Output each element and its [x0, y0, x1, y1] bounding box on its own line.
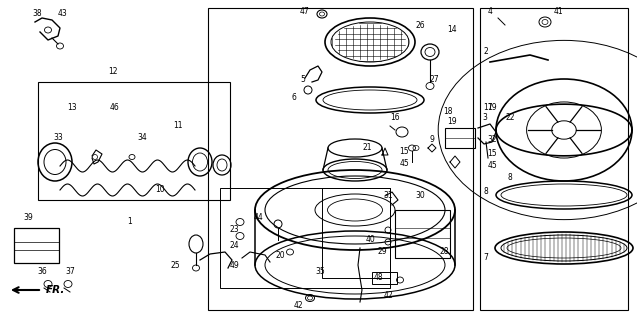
Bar — [372, 272, 397, 284]
Text: 11: 11 — [173, 121, 183, 130]
Bar — [395, 210, 450, 258]
Text: 30: 30 — [415, 191, 425, 201]
Text: 10: 10 — [155, 186, 165, 195]
Text: 33: 33 — [53, 133, 63, 142]
Text: 42: 42 — [383, 291, 393, 300]
Bar — [480, 8, 628, 310]
Text: 43: 43 — [57, 10, 67, 19]
Text: 24: 24 — [229, 242, 239, 251]
Text: 20: 20 — [275, 251, 285, 260]
Text: 21: 21 — [362, 143, 372, 153]
Text: 36: 36 — [37, 268, 47, 276]
Text: 3: 3 — [483, 114, 487, 123]
Text: 41: 41 — [553, 7, 563, 17]
Text: 48: 48 — [373, 274, 383, 283]
Text: 31: 31 — [383, 191, 393, 201]
Text: 29: 29 — [377, 247, 387, 257]
Text: 22: 22 — [505, 114, 515, 123]
Text: 7: 7 — [483, 253, 489, 262]
Bar — [208, 8, 473, 310]
Text: 4: 4 — [487, 7, 492, 17]
Text: 46: 46 — [109, 103, 119, 113]
Text: 42: 42 — [293, 300, 303, 309]
Text: 23: 23 — [229, 226, 239, 235]
Text: 16: 16 — [390, 114, 400, 123]
Text: 6: 6 — [292, 93, 296, 102]
Text: 38: 38 — [32, 10, 42, 19]
Text: 2: 2 — [483, 47, 489, 57]
Text: 39: 39 — [23, 213, 33, 222]
Text: 12: 12 — [108, 68, 118, 76]
Text: 35: 35 — [315, 268, 325, 276]
Text: 49: 49 — [229, 260, 239, 269]
Text: 40: 40 — [365, 236, 375, 244]
Text: 26: 26 — [415, 21, 425, 30]
Text: 18: 18 — [443, 108, 453, 116]
Text: 14: 14 — [447, 26, 457, 35]
Bar — [14, 228, 59, 263]
Bar — [445, 128, 475, 148]
Bar — [220, 188, 390, 288]
Text: 8: 8 — [483, 188, 489, 196]
Text: 44: 44 — [253, 213, 263, 222]
Text: FR.: FR. — [45, 285, 65, 295]
Text: 27: 27 — [429, 76, 439, 84]
Text: 5: 5 — [301, 76, 305, 84]
Text: 19: 19 — [447, 117, 457, 126]
Text: 8: 8 — [508, 173, 512, 182]
Text: 13: 13 — [67, 103, 77, 113]
Text: 37: 37 — [65, 268, 75, 276]
Text: 9: 9 — [429, 135, 434, 145]
Text: 15: 15 — [487, 149, 497, 158]
Text: 32: 32 — [487, 135, 497, 145]
Text: 45: 45 — [487, 161, 497, 170]
Text: 45: 45 — [399, 159, 409, 169]
Text: 17: 17 — [483, 103, 493, 113]
Text: 15: 15 — [399, 148, 409, 156]
Bar — [322, 188, 390, 278]
Bar — [38, 82, 230, 200]
Text: 25: 25 — [170, 260, 180, 269]
Text: 19: 19 — [487, 103, 497, 113]
Text: 47: 47 — [300, 7, 310, 17]
Text: 28: 28 — [440, 247, 448, 257]
Text: 34: 34 — [137, 133, 147, 142]
Text: 1: 1 — [127, 218, 132, 227]
